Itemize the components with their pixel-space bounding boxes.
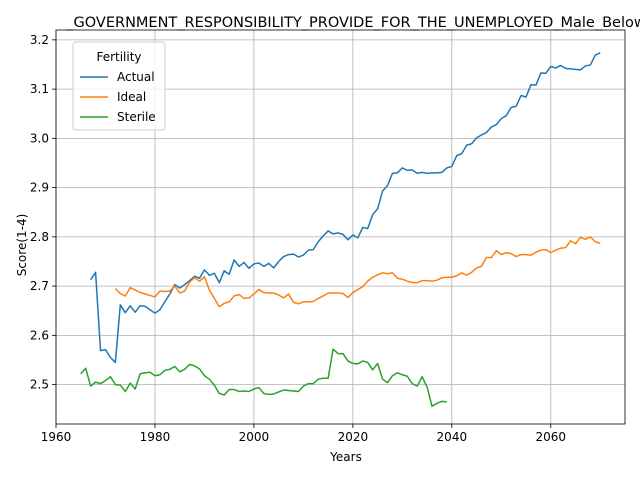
x-tick-label: 2020 <box>338 430 369 444</box>
series-line-actual <box>90 51 601 364</box>
y-tick-label: 2.5 <box>30 378 49 392</box>
y-axis-label: Score(1-4) <box>15 214 29 277</box>
legend-title: Fertility <box>96 50 141 64</box>
y-tick-label: 3.1 <box>30 82 49 96</box>
series-lines <box>80 51 601 408</box>
y-tick-label: 2.8 <box>30 230 49 244</box>
x-tick-label: 1980 <box>140 430 171 444</box>
x-tick-label: 1960 <box>41 430 72 444</box>
grid-lines <box>55 30 625 424</box>
chart-title: _GOVERNMENT_RESPONSIBILITY_PROVIDE_FOR_T… <box>65 15 640 31</box>
legend: Fertility Actual Ideal Sterile <box>72 41 166 131</box>
y-axis-ticks: 2.5 2.6 2.7 2.8 2.9 3.0 3.1 3.2 <box>30 33 56 392</box>
x-tick-label: 2000 <box>239 430 270 444</box>
x-tick-label: 2060 <box>536 430 567 444</box>
legend-label-sterile: Sterile <box>117 110 156 124</box>
y-tick-label: 3.0 <box>30 131 49 145</box>
legend-entries: Actual Ideal Sterile <box>80 70 156 124</box>
y-tick-label: 2.9 <box>30 181 49 195</box>
x-tick-label: 2040 <box>437 430 468 444</box>
legend-box <box>72 41 166 131</box>
y-tick-label: 2.6 <box>30 328 49 342</box>
y-tick-label: 3.2 <box>30 33 49 47</box>
legend-label-ideal: Ideal <box>117 90 146 104</box>
series-line-sterile <box>80 348 447 408</box>
plot-frame <box>55 29 626 425</box>
x-axis-label: Years <box>329 450 362 464</box>
x-axis-ticks: 1960 1980 2000 2020 2040 2060 <box>41 424 566 444</box>
y-tick-label: 2.7 <box>30 279 49 293</box>
series-line-ideal <box>114 236 601 308</box>
legend-label-actual: Actual <box>117 70 155 84</box>
